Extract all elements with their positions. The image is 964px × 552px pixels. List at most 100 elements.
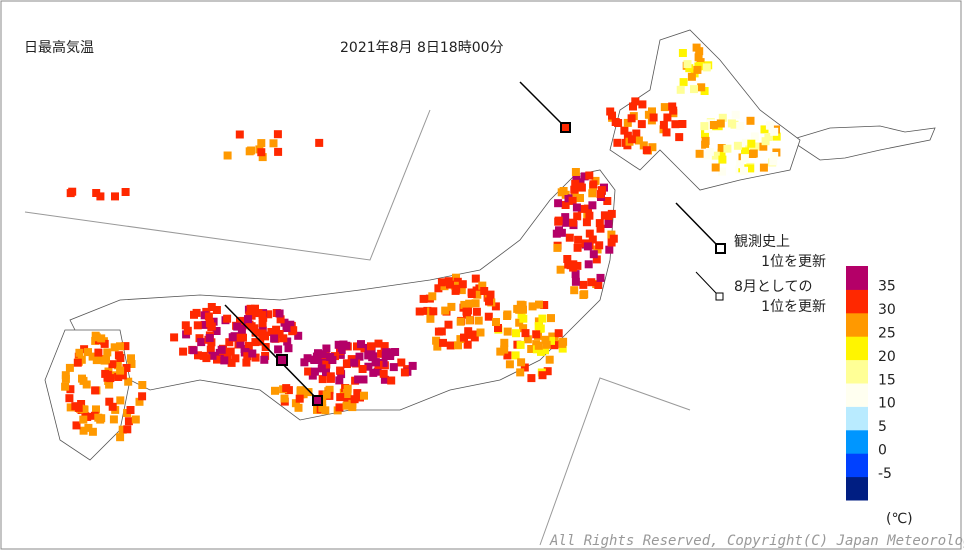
station: [484, 312, 493, 321]
station: [518, 301, 527, 310]
station: [432, 336, 441, 345]
station: [190, 310, 198, 319]
station: [437, 278, 446, 287]
station: [631, 97, 640, 106]
station: [711, 163, 720, 172]
station: [668, 102, 677, 111]
station: [206, 345, 215, 354]
station: [458, 280, 467, 289]
station: [237, 326, 246, 335]
station: [66, 385, 75, 394]
station: [116, 396, 125, 405]
station: [494, 324, 502, 332]
station: [760, 125, 769, 134]
station: [92, 189, 101, 197]
station: [746, 116, 755, 125]
station: [585, 211, 594, 220]
unit-label: (℃): [886, 511, 913, 527]
scale-tick-label: 35: [878, 279, 896, 295]
station: [462, 307, 471, 316]
station: [537, 347, 545, 356]
station: [78, 374, 86, 383]
station: [492, 318, 500, 326]
station: [593, 245, 602, 254]
scale-swatch: [846, 312, 868, 337]
scale-tick-label: 0: [878, 443, 887, 459]
station: [138, 381, 147, 389]
station: [110, 343, 119, 352]
station: [717, 144, 726, 152]
station: [108, 360, 117, 369]
station: [730, 120, 739, 129]
station: [82, 380, 91, 389]
station: [244, 341, 253, 350]
station: [565, 233, 574, 242]
station: [212, 306, 221, 314]
station: [258, 153, 267, 162]
station: [273, 130, 282, 139]
station: [685, 64, 694, 73]
station: [527, 345, 536, 353]
station: [733, 141, 742, 150]
station: [769, 157, 778, 166]
station: [88, 427, 97, 436]
legend-record-label: 観測史上: [734, 233, 790, 250]
station: [528, 302, 537, 311]
color-scale: -5 0 5 10 15 20 25 30 35: [846, 266, 896, 501]
station: [271, 386, 279, 395]
station: [592, 255, 601, 264]
station: [683, 60, 692, 69]
station: [289, 326, 298, 335]
station: [274, 345, 283, 354]
scale-swatch: [846, 266, 868, 290]
station: [207, 322, 216, 331]
station: [342, 389, 351, 397]
station: [585, 229, 594, 238]
station: [573, 243, 582, 252]
station: [374, 339, 383, 348]
station: [579, 280, 588, 289]
station: [512, 329, 520, 338]
station: [269, 139, 278, 148]
station: [669, 106, 678, 115]
station: [568, 196, 577, 205]
station: [695, 149, 704, 158]
station: [343, 384, 352, 393]
station: [116, 433, 125, 442]
station: [296, 386, 305, 395]
station: [124, 417, 133, 426]
station: [697, 83, 706, 92]
station: [379, 358, 388, 367]
station: [360, 344, 369, 353]
station: [527, 374, 536, 383]
station: [671, 120, 680, 129]
scale-tick-label: 25: [878, 326, 896, 342]
scale-tick-label: 5: [878, 419, 887, 435]
station: [692, 43, 701, 52]
station: [550, 341, 559, 350]
station: [300, 358, 309, 367]
station: [91, 386, 100, 395]
station: [588, 235, 597, 244]
station: [238, 321, 247, 330]
station: [97, 414, 106, 423]
station: [193, 321, 202, 330]
station: [315, 138, 324, 147]
station: [322, 344, 331, 353]
station: [559, 337, 568, 346]
station: [554, 329, 563, 338]
station: [408, 361, 417, 370]
station: [717, 148, 726, 157]
station: [709, 121, 718, 129]
station: [571, 277, 580, 286]
station: [676, 85, 685, 94]
station: [465, 316, 474, 325]
station: [705, 147, 714, 156]
station: [279, 334, 288, 343]
station: [596, 190, 605, 199]
station: [663, 113, 672, 122]
station: [258, 319, 267, 328]
station: [194, 351, 202, 360]
station: [310, 367, 319, 376]
station: [275, 330, 284, 338]
